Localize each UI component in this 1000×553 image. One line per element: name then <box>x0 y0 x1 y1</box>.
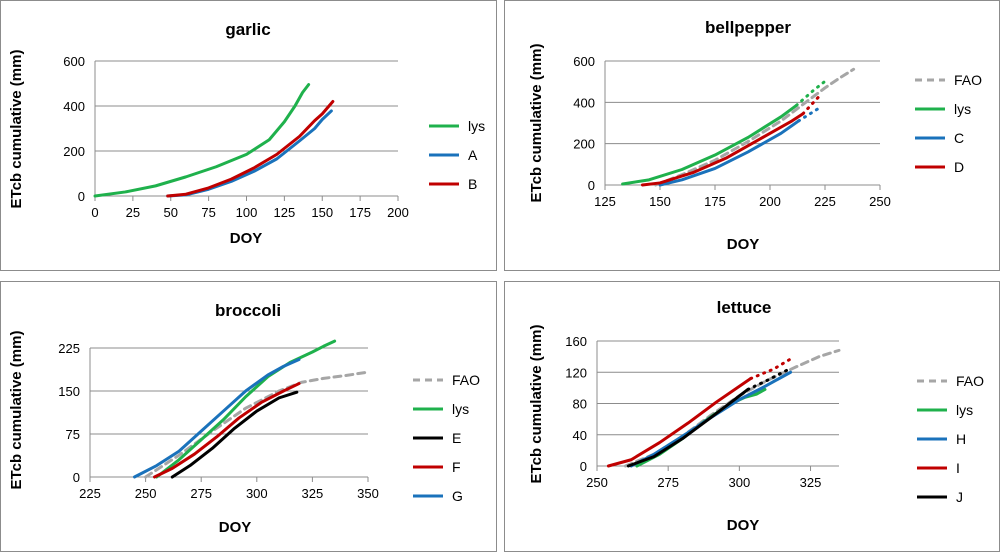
y-axis-label: ETcb cumulative (mm) <box>528 325 545 484</box>
legend-label-lys: lys <box>954 101 971 117</box>
y-tick-label: 0 <box>78 189 85 204</box>
legend-label-d: D <box>954 159 964 175</box>
x-axis-label: DOY <box>727 517 760 534</box>
x-tick-label: 150 <box>311 205 333 220</box>
legend-label-f: F <box>452 459 461 475</box>
series-line-i-dotted <box>749 357 793 380</box>
x-tick-label: 100 <box>236 205 258 220</box>
y-tick-label: 80 <box>573 397 587 412</box>
y-tick-label: 0 <box>73 470 80 485</box>
series-line-g <box>132 357 301 479</box>
chart-broccoli: broccoli 0 75 150 225 225 250 275 300 325 350 DOY ET… <box>8 301 480 536</box>
x-tick-label: 275 <box>190 486 212 501</box>
legend-label-c: C <box>954 130 964 146</box>
y-tick-label: 160 <box>565 334 587 349</box>
x-tick-label: 350 <box>357 486 379 501</box>
legend-label-j: J <box>956 489 963 505</box>
x-tick-label: 175 <box>349 205 371 220</box>
y-axis-label: ETcb cumulative (mm) <box>528 44 545 203</box>
series-line-f <box>152 382 301 479</box>
y-tick-label: 600 <box>63 54 85 69</box>
x-tick-label: 200 <box>759 194 781 209</box>
x-tick-label: 200 <box>387 205 409 220</box>
y-tick-label: 200 <box>63 144 85 159</box>
series-line-j <box>626 387 750 468</box>
x-tick-label: 275 <box>657 475 679 490</box>
x-tick-label: 250 <box>135 486 157 501</box>
x-tick-label: 225 <box>79 486 101 501</box>
chart-panel-lettuce: lettuce 0 40 80 120 160 250 275 300 325 DOY ETcb cu… <box>504 281 1000 552</box>
x-tick-label: 250 <box>586 475 608 490</box>
chart-title: bellpepper <box>705 18 791 37</box>
y-tick-label: 150 <box>58 384 80 399</box>
chart-panel-broccoli: broccoli 0 75 150 225 225 250 275 300 325 350 DOY ET… <box>0 281 497 552</box>
x-tick-label: 325 <box>302 486 324 501</box>
chart-lettuce: lettuce 0 40 80 120 160 250 275 300 325 DOY ETcb cu… <box>528 298 984 534</box>
legend-label-lys: lys <box>956 402 973 418</box>
chart-bellpepper: bellpepper 0 200 400 600 125 150 175 200 225 250 DO… <box>528 18 982 253</box>
x-tick-label: 225 <box>814 194 836 209</box>
x-tick-label: 0 <box>91 205 98 220</box>
x-tick-label: 325 <box>800 475 822 490</box>
chart-title: broccoli <box>215 301 281 320</box>
x-tick-label: 75 <box>201 205 215 220</box>
y-tick-label: 400 <box>63 99 85 114</box>
y-tick-label: 225 <box>58 341 80 356</box>
legend-label-lys: lys <box>452 401 469 417</box>
x-tick-label: 300 <box>729 475 751 490</box>
series-line-d <box>640 112 805 187</box>
chart-title: lettuce <box>717 298 772 317</box>
y-tick-label: 0 <box>580 459 587 474</box>
y-tick-label: 600 <box>573 54 595 69</box>
x-axis-label: DOY <box>219 519 252 536</box>
x-tick-label: 125 <box>274 205 296 220</box>
y-tick-label: 400 <box>573 95 595 110</box>
y-axis-label: ETcb cumulative (mm) <box>8 50 25 209</box>
x-axis-label: DOY <box>230 230 263 247</box>
legend-label-i: I <box>956 460 960 476</box>
chart-garlic: garlic 0 200 400 600 0 25 50 75 100 125 150 175 200 DO… <box>8 20 485 247</box>
legend-label-fao: FAO <box>452 372 480 388</box>
legend-label-fao: FAO <box>954 72 982 88</box>
chart-panel-garlic: garlic 0 200 400 600 0 25 50 75 100 125 150 175 200 DO… <box>0 0 497 271</box>
y-axis-label: ETcb cumulative (mm) <box>8 331 25 490</box>
series-line-j-dotted <box>746 366 793 391</box>
series-line-fao <box>144 370 370 479</box>
y-tick-label: 120 <box>565 365 587 380</box>
series-line-fao <box>654 67 856 187</box>
y-tick-label: 200 <box>573 137 595 152</box>
series-line-e <box>170 390 299 479</box>
legend-label-b: B <box>468 176 477 192</box>
legend-label-a: A <box>468 147 478 163</box>
x-tick-label: 125 <box>594 194 616 209</box>
series-line-lys <box>155 339 337 479</box>
legend-label-lys: lys <box>468 118 485 134</box>
series-line-lys <box>93 83 311 198</box>
legend-label-h: H <box>956 431 966 447</box>
series-line-lys <box>621 103 798 186</box>
x-tick-label: 250 <box>869 194 891 209</box>
x-tick-label: 50 <box>164 205 178 220</box>
legend-label-e: E <box>452 430 461 446</box>
x-tick-label: 150 <box>649 194 671 209</box>
y-tick-label: 0 <box>588 178 595 193</box>
legend-label-g: G <box>452 488 463 504</box>
y-tick-label: 40 <box>573 428 587 443</box>
series-line-i <box>606 377 753 468</box>
chart-panel-bellpepper: bellpepper 0 200 400 600 125 150 175 200 225 250 DO… <box>504 0 1000 271</box>
series-line-b <box>166 100 335 198</box>
x-axis-label: DOY <box>727 236 760 253</box>
series-line-c <box>658 119 801 187</box>
x-tick-label: 175 <box>704 194 726 209</box>
series-line-fao <box>623 348 841 468</box>
series-line-lys-dotted <box>794 78 829 107</box>
legend-label-fao: FAO <box>956 373 984 389</box>
chart-title: garlic <box>225 20 270 39</box>
x-tick-label: 300 <box>246 486 268 501</box>
x-tick-label: 25 <box>126 205 140 220</box>
y-tick-label: 75 <box>66 427 80 442</box>
